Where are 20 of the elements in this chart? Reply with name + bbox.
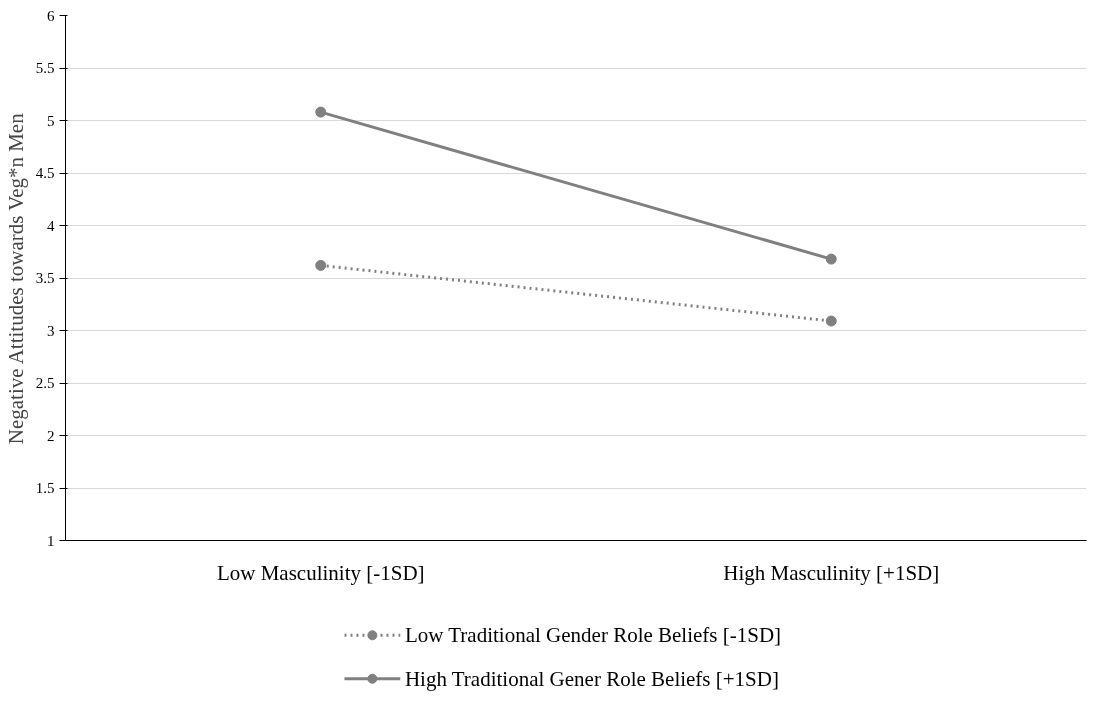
y-tick-label: 4.5 — [35, 165, 55, 181]
legend-label: Low Traditional Gender Role Beliefs [-1SD] — [404, 623, 782, 648]
point — [825, 253, 837, 265]
y-tick-label: 1.5 — [35, 480, 55, 496]
y-tick-label: 2.5 — [35, 375, 55, 391]
point — [825, 315, 837, 327]
y-tick-label: 3 — [47, 322, 55, 339]
legend-label: High Traditional Gener Role Beliefs [+1SD] — [404, 666, 779, 691]
point — [315, 259, 327, 271]
y-tick-label: 4 — [47, 217, 55, 234]
x-tick-label: Low Masculinity [-1SD] — [216, 560, 425, 585]
y-tick-label: 5.5 — [35, 60, 55, 76]
y-tick-label: 5 — [47, 112, 55, 129]
x-tick-label: High Masculinity [+1SD] — [723, 560, 940, 585]
y-tick-label: 3.5 — [35, 270, 55, 286]
y-axis-title: Negative Attitudes towards Veg*n Men — [3, 112, 28, 445]
y-tick-label: 6 — [47, 7, 55, 24]
y-tick-label: 2 — [47, 427, 55, 444]
point — [315, 106, 327, 118]
y-tick-label: 1 — [47, 532, 55, 549]
